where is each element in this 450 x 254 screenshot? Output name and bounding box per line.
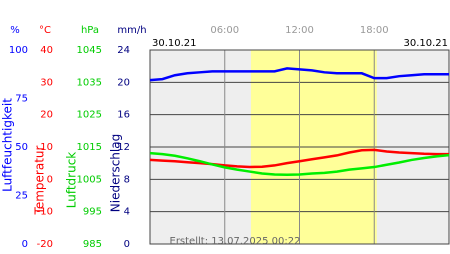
x-tick-label: 12:00 — [285, 25, 314, 36]
end-date: 30.10.21 — [403, 38, 448, 49]
axis-label: Temperatur — [33, 145, 47, 215]
axis-unit: % — [10, 25, 20, 36]
y-tick-label: 1025 — [77, 110, 102, 121]
axis-unit: hPa — [81, 25, 99, 36]
x-tick-label: 06:00 — [210, 25, 239, 36]
series-line — [149, 148, 449, 169]
y-tick-label: 8 — [124, 174, 130, 185]
y-tick-label: 24 — [117, 45, 130, 56]
y-tick-label: 985 — [83, 239, 102, 250]
y-tick-label: 25 — [15, 191, 28, 202]
y-tick-label: -20 — [37, 239, 53, 250]
y-tick-label: 995 — [83, 207, 102, 218]
y-tick-label: 4 — [124, 207, 130, 218]
y-tick-label: 1045 — [77, 45, 102, 56]
axis-label: Luftfeuchtigkeit — [1, 98, 15, 192]
y-tick-label: 0 — [124, 239, 130, 250]
y-tick-label: 1015 — [77, 142, 102, 153]
start-date: 30.10.21 — [152, 38, 197, 49]
y-tick-label: 20 — [117, 77, 130, 88]
axis-label: Niederschlag — [109, 134, 123, 212]
y-tick-label: 0 — [22, 239, 28, 250]
footer: Erstellt: 13.07.2025 00:22 — [170, 236, 301, 247]
y-tick-label: 0 — [47, 174, 53, 185]
y-tick-label: 1005 — [77, 174, 102, 185]
axis-label: Luftdruck — [65, 152, 79, 209]
plot-frame — [149, 49, 450, 245]
series-line — [149, 151, 450, 177]
y-tick-label: 50 — [15, 142, 28, 153]
y-tick-label: 10 — [40, 142, 53, 153]
axis-unit: mm/h — [117, 25, 146, 36]
y-tick-label: 12 — [117, 142, 130, 153]
axis-unit: °C — [39, 25, 51, 36]
y-tick-label: 40 — [40, 45, 53, 56]
y-tick-label: 1035 — [77, 77, 102, 88]
series-line — [149, 67, 449, 82]
y-tick-label: 20 — [40, 110, 53, 121]
y-tick-label: 75 — [15, 94, 28, 105]
y-tick-label: 100 — [9, 45, 28, 56]
x-tick-label: 18:00 — [360, 25, 389, 36]
y-tick-label: 16 — [117, 110, 130, 121]
y-tick-label: 30 — [40, 77, 53, 88]
y-tick-label: -10 — [37, 207, 53, 218]
